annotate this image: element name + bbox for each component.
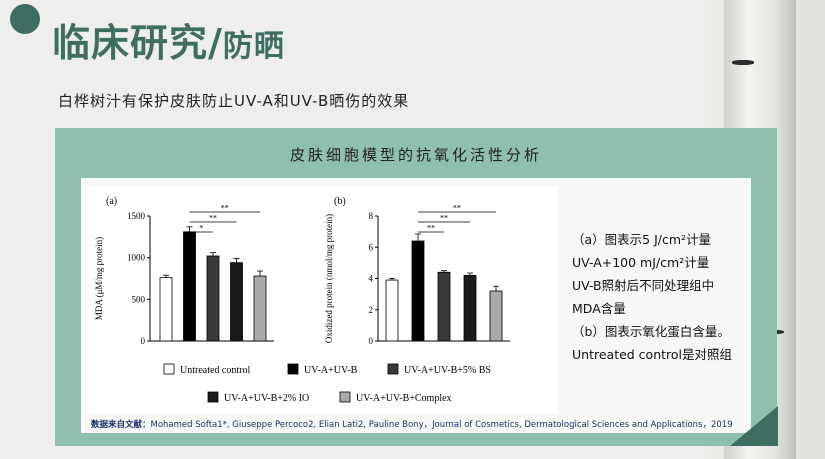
figure: (a) 0 500 1000 1500 MDA (μM/mg protein) * ** **(… xyxy=(88,186,558,414)
significance-label: ** xyxy=(221,204,229,213)
legend-label: UV-A+UV-B+Complex xyxy=(356,393,452,404)
desc-line: Untreated control是对照组 xyxy=(572,347,733,362)
panel-label: (a) xyxy=(106,196,117,207)
panel-heading: 皮肤细胞模型的抗氧化活性分析 xyxy=(289,146,542,164)
significance-label: ** xyxy=(453,204,461,213)
page-subtitle: 白桦树汁有保护皮肤防止UV-A和UV-B晒伤的效果 xyxy=(58,92,410,110)
page-title: 临床研究/防晒 xyxy=(52,21,285,65)
desc-line: UV-A+100 mJ/cm²计量 xyxy=(572,255,710,270)
bar xyxy=(183,231,196,342)
y-axis-label: MDA (μM/mg protein) xyxy=(94,237,104,320)
bar xyxy=(159,277,173,342)
y-tick-label: 2 xyxy=(369,305,374,315)
y-tick-label: 1000 xyxy=(127,253,146,263)
y-tick-label: 0 xyxy=(369,336,374,346)
legend-label: UV-A+UV-B+2% IO xyxy=(224,393,309,404)
bar xyxy=(463,274,477,342)
desc-line: UV-B照射后不同处理组中 xyxy=(572,278,715,293)
title-decoration-dot xyxy=(10,4,40,34)
y-tick-label: 1500 xyxy=(127,211,146,221)
legend-swatch xyxy=(207,391,219,403)
legend-swatch xyxy=(387,363,399,375)
significance-label: ** xyxy=(440,214,448,223)
y-tick-label: 0 xyxy=(141,336,146,346)
legend-label: UV-A+UV-B+5% BS xyxy=(404,365,491,376)
y-tick-label: 8 xyxy=(369,211,374,221)
bar xyxy=(489,290,503,342)
significance-label: * xyxy=(199,224,203,233)
legend-swatch xyxy=(339,391,351,403)
legend-label: UV-A+UV-B xyxy=(304,365,358,376)
legend-label: Untreated control xyxy=(180,365,250,376)
significance-label: ** xyxy=(209,214,217,223)
desc-line: （b）图表示氧化蛋白含量。 xyxy=(572,324,730,339)
y-axis-label: Oxidized protein (nmol/mg protein) xyxy=(324,214,334,343)
legend-swatch xyxy=(163,363,175,375)
y-tick-label: 4 xyxy=(369,274,374,284)
source-citation: 数据来自文献：Mohamed Softa1*, Giuseppe Percoco… xyxy=(91,420,733,430)
panel-label: (b) xyxy=(334,196,346,207)
bar xyxy=(253,275,267,342)
bar xyxy=(206,255,220,342)
corner-decoration xyxy=(730,406,778,446)
legend-swatch xyxy=(287,363,299,375)
bar xyxy=(437,271,451,342)
bar xyxy=(411,240,425,342)
significance-label: ** xyxy=(427,224,435,233)
figure-description: （a）图表示5 J/cm²计量 UV-A+100 mJ/cm²计量 UV-B照射… xyxy=(572,228,757,366)
bar xyxy=(230,262,243,342)
desc-line: （a）图表示5 J/cm²计量 xyxy=(572,232,712,247)
y-tick-label: 6 xyxy=(369,242,374,252)
desc-line: MDA含量 xyxy=(572,301,626,316)
y-tick-label: 500 xyxy=(132,294,146,304)
bar xyxy=(385,279,399,342)
